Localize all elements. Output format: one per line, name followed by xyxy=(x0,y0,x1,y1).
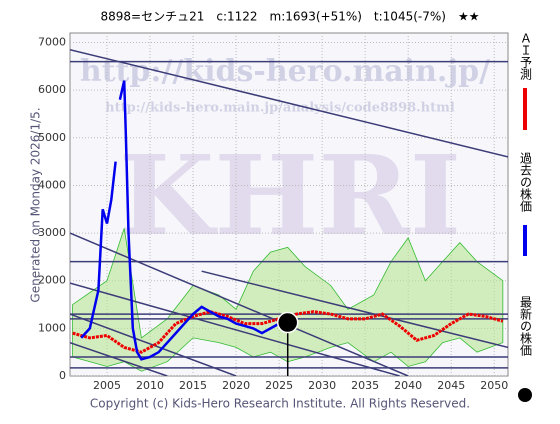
footer: Copyright (c) Kids-Hero Research Institu… xyxy=(90,397,470,411)
watermark: http://kids-hero.main.jp/analysis/code88… xyxy=(105,101,455,116)
range-band xyxy=(72,228,504,372)
y-tick-label: 6000 xyxy=(38,83,66,96)
x-tick-label: 2050 xyxy=(480,379,508,392)
x-tick-label: 2045 xyxy=(437,379,465,392)
series-line xyxy=(80,80,280,361)
y-tick-label: 2000 xyxy=(38,274,66,287)
trend-line xyxy=(70,232,409,376)
legend-label: 最新の株価 xyxy=(519,296,533,356)
trend-line xyxy=(70,313,237,376)
x-tick-label: 2005 xyxy=(93,379,121,392)
legend-label: ＡＩ予測 xyxy=(519,32,533,81)
plot: KHRI http://kids-hero.main.jp/http://kids… xyxy=(70,33,508,376)
y-tick-label: 1000 xyxy=(38,321,66,334)
trend-line xyxy=(70,341,168,376)
watermark: KHRI xyxy=(119,131,461,260)
latest-point xyxy=(276,311,299,334)
y-tick-label: 3000 xyxy=(38,226,66,239)
legend-label: 過去の株価 xyxy=(519,152,533,212)
trend-line xyxy=(70,48,508,158)
y-tick-label: 7000 xyxy=(38,36,66,49)
x-tick-label: 2040 xyxy=(394,379,422,392)
chart-title: 8898=センチュ21 c:1122 m:1693(+51%) t:1045(-… xyxy=(101,10,480,24)
x-tick-label: 2020 xyxy=(222,379,250,392)
side-label: Generated on Monday 2026/1/5. xyxy=(29,107,43,302)
trend-line xyxy=(201,270,508,349)
x-tick-label: 2030 xyxy=(308,379,336,392)
x-tick-label: 2035 xyxy=(351,379,379,392)
y-tick-label: 0 xyxy=(59,369,66,382)
y-tick-label: 5000 xyxy=(38,131,66,144)
watermark: http://kids-hero.main.jp/ xyxy=(80,54,490,89)
trend-line xyxy=(70,282,400,376)
legend-swatch xyxy=(518,388,532,402)
x-tick-label: 2025 xyxy=(265,379,293,392)
x-tick-label: 2010 xyxy=(136,379,164,392)
y-tick-label: 4000 xyxy=(38,178,66,191)
x-tick-label: 2015 xyxy=(179,379,207,392)
